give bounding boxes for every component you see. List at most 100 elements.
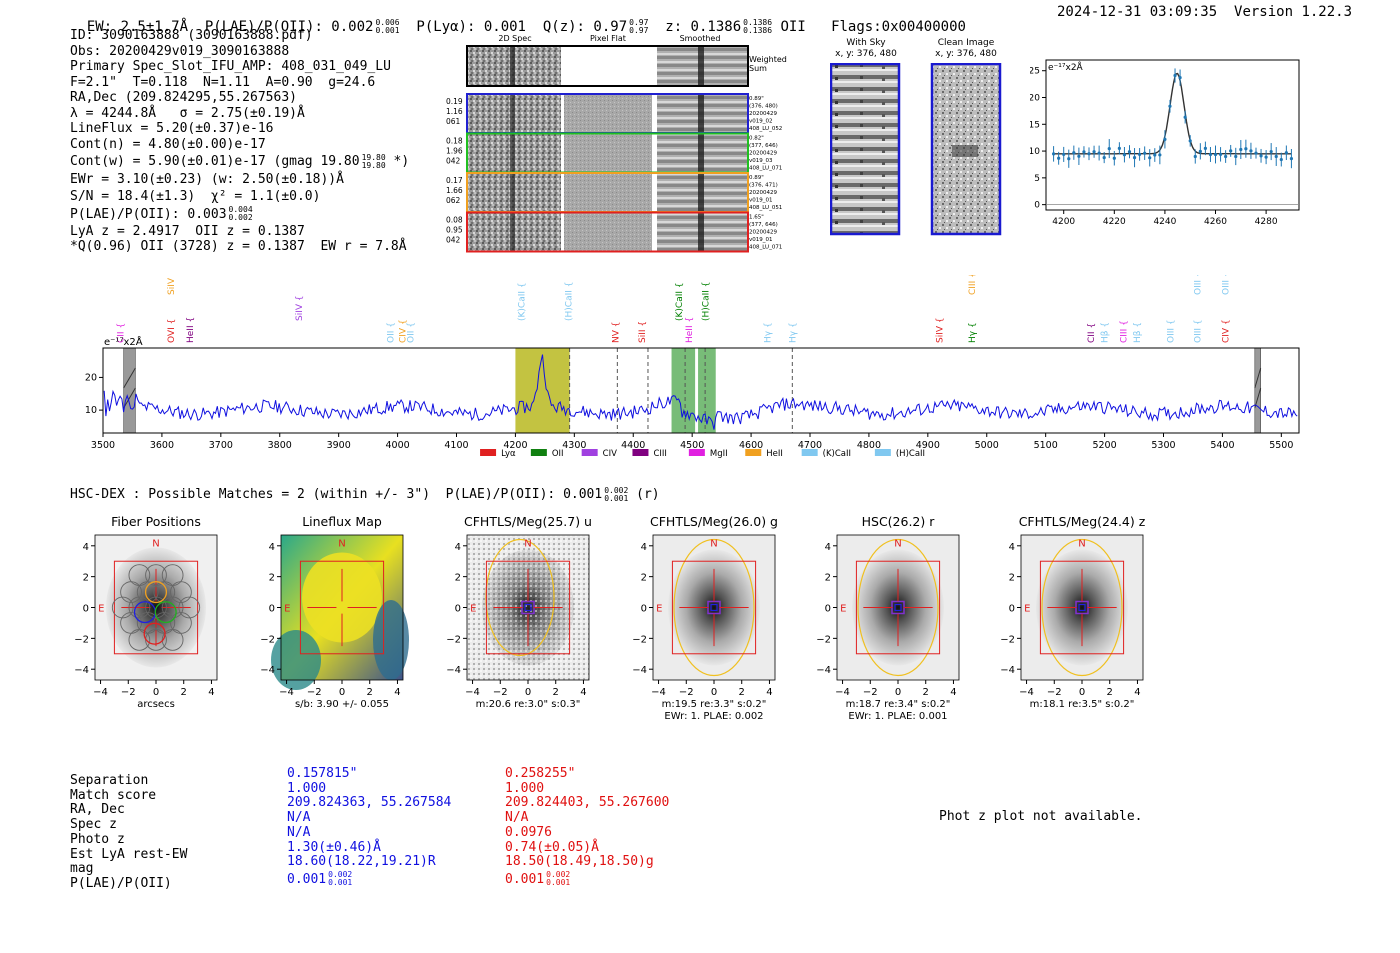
hsc-xtick: −2: [1047, 687, 1062, 698]
hsc-xtick: −4: [835, 687, 850, 698]
zoom-data-point: [1289, 156, 1294, 161]
zoom-data-point: [1274, 154, 1278, 159]
info-radec: RA,Dec (209.824295,55.267563): [70, 90, 297, 105]
spectrum-legend-swatch: [530, 449, 547, 456]
header-z-line: OII: [780, 18, 806, 35]
info-params: F=2.1" T=0.118 N=1.11 A=0.90 g=24.6: [70, 74, 376, 90]
zoom-xtick: 4240: [1153, 217, 1176, 227]
zoom-data-point: [1284, 151, 1288, 155]
fiber-circle: [161, 596, 184, 619]
spectrum-line-label: CII {: [117, 323, 127, 343]
match-table-labels: Separation Match score RA, Dec Spec z Photo …: [70, 773, 187, 892]
hsc-ytick: −4: [632, 665, 647, 676]
cutout-row-meta: 20200429: [749, 230, 777, 236]
hsc-ytick: −4: [74, 665, 89, 676]
zoom-data-point: [1249, 149, 1253, 153]
zoom-data-point: [1183, 115, 1187, 119]
zoom-data-point: [1163, 137, 1167, 141]
hsc-xtick: −4: [465, 687, 480, 698]
hsc-xtick: 2: [553, 687, 559, 698]
zoom-data-point: [1203, 146, 1207, 150]
cutout-row-meta: 20200429: [749, 151, 777, 157]
spectrum-line-label: HeII {: [186, 317, 196, 343]
clean-image-title: Clean Image x, y: 376, 480: [928, 38, 1004, 60]
hsc-panel-xlabel2: EWr: 1. PLAE: 0.001: [848, 711, 947, 722]
spectrum-ytick: 10: [85, 405, 97, 416]
info-lambda: λ = 4244.8Å σ = 2.75(±0.19)Å: [70, 105, 305, 121]
spectrum-legend-label: (H)CaII: [896, 449, 925, 459]
zoom-ytick: 10: [1030, 147, 1040, 157]
spectrum-legend-swatch: [745, 449, 762, 456]
zoom-data-point: [1279, 157, 1283, 162]
header-bar: EW: 2.5±1.7Å P(LAE)/P(OII): 0.002 0.006 0.…: [70, 3, 966, 35]
hsc-xtick: −2: [307, 687, 322, 698]
spectrum-line-label: CII {: [1087, 323, 1097, 343]
spectrum-line-label: SiIV {: [295, 295, 305, 321]
info-contw-end: *): [393, 154, 410, 169]
cutout-row-meta: v019_02: [749, 119, 773, 125]
hsc-north-label: N: [524, 539, 531, 550]
spectrum-line-label: SiII {: [638, 321, 648, 343]
with-sky-title: With Sky x, y: 376, 480: [830, 38, 902, 60]
hsc-xtick: 2: [1107, 687, 1113, 698]
zoom-data-point: [1239, 147, 1243, 152]
zoom-ytick: 20: [1030, 94, 1040, 104]
spectrum-xtick: 4800: [857, 440, 881, 451]
spectrum-xtick: 4300: [562, 440, 586, 451]
spectrum-line-label: CIV {: [398, 319, 408, 343]
spectrum-line-label: OIII {: [1167, 319, 1177, 343]
hsc-ytick: 0: [269, 604, 275, 615]
cutout-row-num: 042: [446, 236, 461, 245]
spectrum-xtick: 3600: [150, 440, 174, 451]
header-z-lo: 0.1386: [743, 25, 773, 35]
hsc-ytick: −2: [816, 634, 831, 645]
header-right: 2024-12-31 03:09:35 Version 1.22.3: [1057, 4, 1353, 21]
hsc-east-label: E: [840, 604, 846, 615]
zoom-data-point: [1229, 149, 1233, 153]
hsc-xtick: −4: [93, 687, 108, 698]
zoom-data-point: [1082, 150, 1086, 154]
spectrum-legend-swatch: [688, 449, 705, 456]
spectrum-legend-label: CIII: [653, 449, 666, 459]
spectrum-line: [103, 354, 1298, 430]
hsc-panel: Fiber Positions N E 4 2 0 −2 −4 −4 −2 0 2 4 arcsecs: [74, 514, 218, 710]
zoom-data-point: [1067, 157, 1071, 161]
match-table-cell: 1.30(±0.46)Å: [287, 839, 381, 855]
phot-z-note: Phot z plot not available.: [939, 809, 1143, 824]
info-contw-text: Cont(w) = 5.90(±0.01)e-17 (gmag 19.80: [70, 154, 360, 169]
spectrum-line-label: OII {: [387, 322, 397, 343]
spectrum-legend-item: CIV: [581, 449, 617, 459]
zoom-data-point: [1269, 149, 1273, 154]
header-version: Version 1.22.3: [1234, 4, 1353, 20]
cutout-row-num: 0.95: [446, 226, 463, 235]
zoom-xtick: 4220: [1103, 217, 1126, 227]
spectrum-line-label: OIII {: [1194, 275, 1204, 295]
info-contw-lo: 19.80: [361, 160, 386, 170]
spectrum-line-label: SiIV {: [167, 275, 177, 295]
match-table-col1: 0.157815" 1.000 209.824363, 55.267584 N/A N/…: [287, 766, 451, 890]
zoom-data-point: [1218, 152, 1223, 156]
spectrum-line-label: NV {: [612, 322, 622, 343]
hsc-panel: Lineflux Map N E 4 2 0 −2 −4 −4 −2 0 2 4 s/b: 3.90 +/…: [260, 514, 409, 710]
hsc-xtick: −2: [863, 687, 878, 698]
zoom-data-point: [1051, 152, 1056, 156]
zoom-data-point: [1213, 152, 1218, 157]
spectrum-legend-label: Lyα: [501, 449, 516, 459]
cutout-row-meta: 1.65": [749, 215, 764, 221]
zoom-data-point: [1122, 153, 1127, 157]
hsc-ytick: −2: [446, 634, 461, 645]
with-sky-label: With Sky: [846, 38, 886, 48]
match-table-cell: 0.001 0.002 0.001: [505, 870, 571, 888]
info-contw: Cont(w) = 5.90(±0.01)e-17 (gmag 19.80 19.…: [70, 152, 409, 172]
zoom-data-point: [1224, 154, 1228, 159]
hsc-east-label: E: [656, 604, 662, 615]
spectrum-line-label: CIV {: [1221, 319, 1231, 343]
hsc-ytick: 4: [825, 542, 831, 553]
header-z-hi: 0.1386: [743, 17, 773, 27]
spectrum-line-label: OIII {: [1194, 319, 1204, 343]
zoom-ytick: 0: [1034, 201, 1040, 211]
hsc-ytick: −2: [632, 634, 647, 645]
match-table-cell: 18.60(18.22,19.21)R: [287, 854, 436, 870]
spectrum-xtick: 4600: [739, 440, 763, 451]
